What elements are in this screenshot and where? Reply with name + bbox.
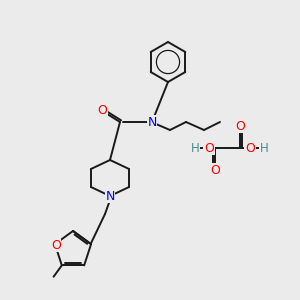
Text: O: O: [51, 238, 61, 252]
Text: H: H: [190, 142, 200, 154]
Text: O: O: [210, 164, 220, 176]
Text: O: O: [97, 103, 107, 116]
Text: N: N: [105, 190, 115, 202]
Text: O: O: [235, 119, 245, 133]
Text: N: N: [147, 116, 157, 128]
Text: O: O: [245, 142, 255, 154]
Text: O: O: [204, 142, 214, 154]
Text: H: H: [260, 142, 268, 154]
